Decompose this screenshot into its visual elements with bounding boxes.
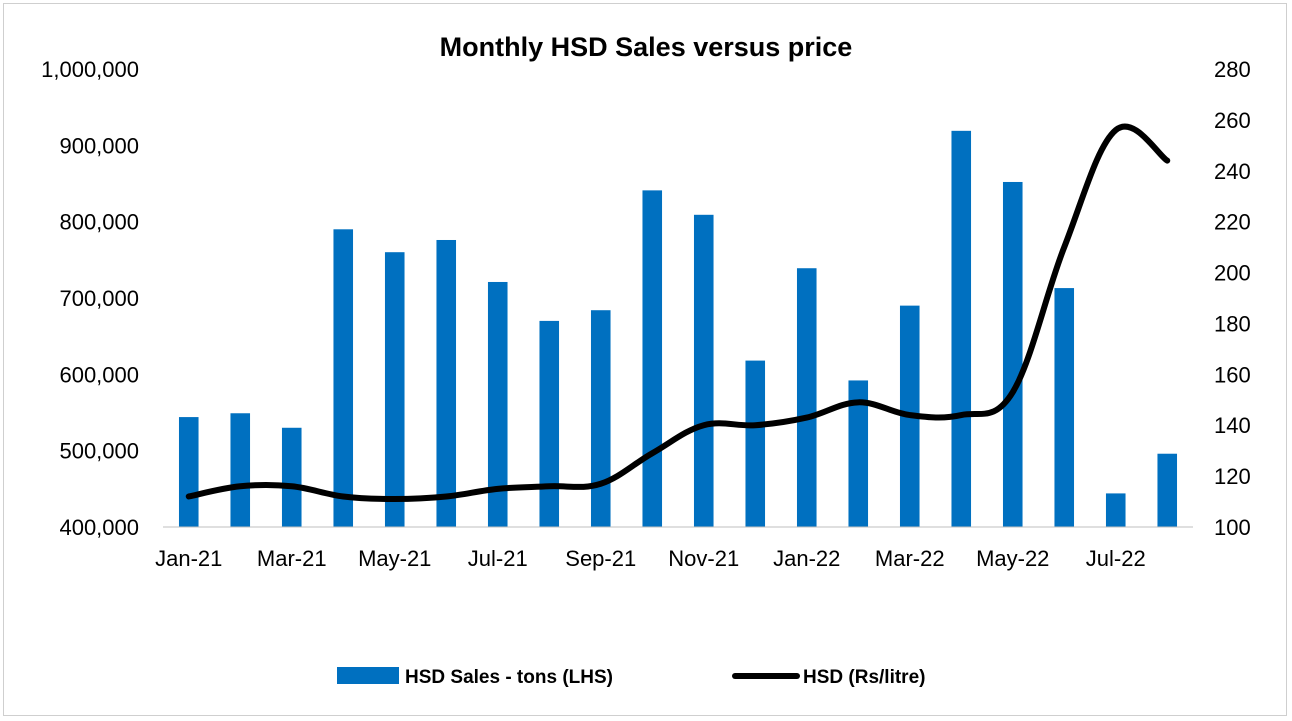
bar-Jun-22: [1054, 288, 1075, 527]
chart-title: Monthly HSD Sales versus price: [440, 32, 853, 62]
y-left-tick-label: 600,000: [59, 362, 139, 387]
bar-Jul-21: [487, 281, 508, 527]
price-point-Feb-22: [857, 401, 859, 403]
price-point-May-21: [394, 498, 396, 500]
y-right-tick-label: 200: [1214, 261, 1251, 286]
bar-May-21: [384, 252, 405, 527]
y-right-tick-label: 160: [1214, 362, 1251, 387]
y-right-tick-label: 280: [1214, 57, 1251, 82]
bar-Jul-22: [1105, 493, 1126, 527]
x-tick-label: May-22: [976, 546, 1049, 571]
bar-Nov-21: [693, 214, 714, 528]
bar-Mar-21: [281, 427, 302, 527]
line-series: [185, 123, 1171, 503]
price-point-Mar-21: [291, 485, 293, 487]
x-tick-label: Jul-21: [468, 546, 528, 571]
bar-Feb-21: [230, 413, 251, 527]
y-left-tick-label: 1,000,000: [41, 57, 139, 82]
y-left-tick-label: 900,000: [59, 133, 139, 158]
price-point-Jul-21: [497, 488, 499, 490]
y-left-tick-label: 400,000: [59, 515, 139, 540]
y-right-tick-label: 100: [1214, 515, 1251, 540]
legend: HSD Sales - tons (LHS) HSD (Rs/litre): [337, 667, 925, 688]
price-point-Aug-21: [548, 485, 550, 487]
legend-swatch-sales: [337, 667, 399, 684]
price-point-Dec-21: [754, 424, 756, 426]
price-point-Mar-22: [909, 414, 911, 416]
bar-series: [178, 130, 1178, 528]
y-left-tick-label: 500,000: [59, 439, 139, 464]
x-tick-label: Sep-21: [565, 546, 636, 571]
legend-label-price: HSD (Rs/litre): [803, 667, 925, 688]
x-tick-label: May-21: [358, 546, 431, 571]
x-tick-label: Jan-21: [155, 546, 222, 571]
price-point-Apr-21: [342, 495, 344, 497]
price-point-Sep-21: [600, 483, 602, 485]
price-point-Feb-21: [239, 485, 241, 487]
x-tick-label: Nov-21: [668, 546, 739, 571]
bar-Apr-22: [951, 130, 972, 527]
price-point-Jun-21: [445, 495, 447, 497]
price-point-Aug-22: [1166, 160, 1168, 162]
price-point-Jun-22: [1063, 246, 1065, 248]
price-point-Oct-21: [651, 452, 653, 454]
bar-Jan-22: [796, 268, 817, 527]
bar-Apr-21: [333, 229, 354, 528]
price-point-Jul-22: [1115, 129, 1117, 131]
bar-Jan-21: [178, 417, 199, 527]
price-point-Apr-22: [960, 414, 962, 416]
x-tick-label: Jul-22: [1086, 546, 1146, 571]
bar-Dec-21: [745, 360, 766, 527]
x-tick-label: Mar-21: [257, 546, 327, 571]
axes: 400,000 500,000 600,000 700,000 800,000 900,0…: [41, 57, 1251, 571]
y-left-tick-label: 800,000: [59, 210, 139, 235]
bar-Feb-22: [848, 380, 869, 527]
y-right-tick-label: 120: [1214, 464, 1251, 489]
price-point-Jan-22: [806, 417, 808, 419]
price-point-May-22: [1012, 391, 1014, 393]
price-point-Jan-21: [188, 495, 190, 497]
x-tick-label: Jan-22: [773, 546, 840, 571]
y-left-tick-label: 700,000: [59, 286, 139, 311]
y-right-tick-label: 140: [1214, 413, 1251, 438]
x-tick-label: Mar-22: [875, 546, 945, 571]
y-right-tick-label: 220: [1214, 210, 1251, 235]
legend-label-sales: HSD Sales - tons (LHS): [405, 667, 613, 688]
bar-Oct-21: [642, 190, 663, 527]
bar-Aug-21: [539, 320, 560, 527]
bar-Aug-22: [1157, 453, 1178, 527]
y-right-tick-label: 180: [1214, 311, 1251, 336]
y-right-tick-label: 240: [1214, 159, 1251, 184]
bar-May-22: [1002, 181, 1023, 527]
bar-Sep-21: [590, 310, 611, 527]
y-right-tick-label: 260: [1214, 108, 1251, 133]
bar-Jun-21: [436, 239, 457, 528]
price-point-Nov-21: [703, 424, 705, 426]
